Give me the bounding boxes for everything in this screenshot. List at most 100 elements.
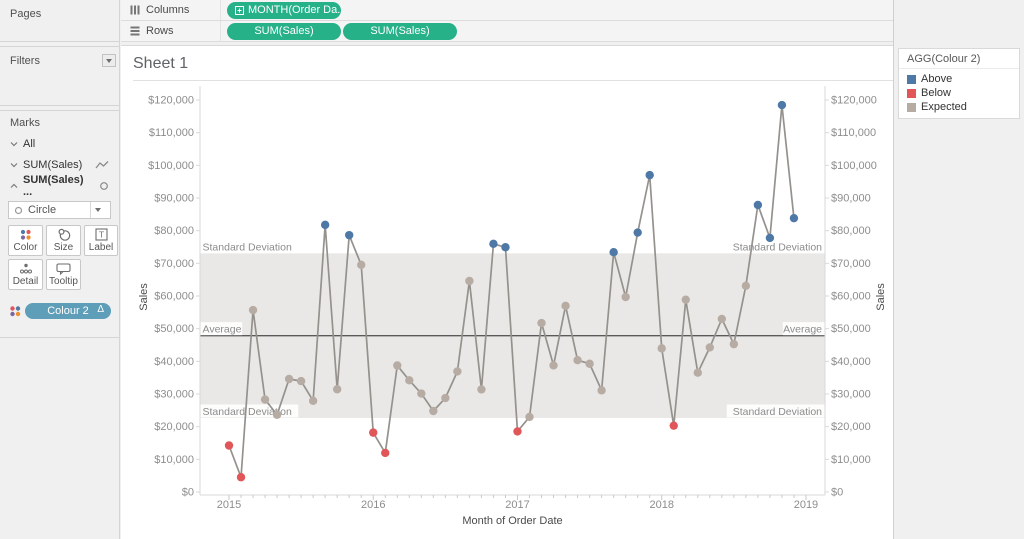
data-point[interactable] [320, 220, 330, 230]
data-point[interactable] [645, 170, 654, 180]
data-point[interactable] [357, 260, 366, 270]
data-point[interactable] [789, 213, 799, 223]
data-point[interactable] [272, 410, 282, 419]
label-button[interactable]: T Label [84, 225, 118, 256]
data-point[interactable] [753, 200, 763, 210]
data-point[interactable] [393, 361, 402, 370]
data-point[interactable] [777, 100, 787, 110]
data-point[interactable] [501, 243, 510, 252]
data-point[interactable] [429, 406, 438, 416]
pages-shelf[interactable]: Pages [0, 0, 119, 42]
data-point[interactable] [657, 344, 666, 353]
data-point[interactable] [525, 412, 534, 422]
expand-plus-icon[interactable] [235, 5, 244, 15]
data-point[interactable] [489, 239, 498, 249]
data-point[interactable] [369, 428, 378, 437]
data-point[interactable] [296, 376, 306, 386]
detail-button[interactable]: Detail [8, 259, 43, 290]
data-point[interactable] [597, 386, 606, 395]
data-point[interactable] [705, 343, 714, 352]
rows-shelf[interactable]: Rows SUM(Sales) SUM(Sales) [121, 21, 893, 42]
data-point[interactable] [513, 427, 522, 436]
data-point[interactable] [308, 396, 318, 406]
data-point[interactable] [693, 368, 702, 377]
rows-shelf-label: Rows [121, 21, 221, 41]
data-point[interactable] [609, 247, 618, 257]
data-point[interactable] [332, 385, 342, 394]
y-tick-right: $60,000 [831, 291, 871, 303]
x-tick-year: 2017 [505, 499, 529, 511]
data-point[interactable] [441, 393, 450, 403]
y-tick-right: $30,000 [831, 389, 871, 401]
y-tick-left: $90,000 [154, 193, 194, 205]
y-tick-right: $50,000 [831, 323, 871, 335]
y-tick-left: $30,000 [154, 389, 194, 401]
y-tick-left: $120,000 [148, 95, 194, 107]
x-axis-title: Month of Order Date [462, 515, 562, 527]
legend-item-above[interactable]: Above [899, 72, 1019, 86]
data-point[interactable] [381, 448, 390, 458]
data-point[interactable] [765, 233, 775, 243]
data-point[interactable] [345, 230, 354, 240]
tooltip-button[interactable]: Tooltip [46, 259, 81, 290]
mark-type-dropdown-button[interactable] [90, 202, 105, 218]
data-point[interactable] [248, 305, 258, 315]
pill-sum-sales-1[interactable]: SUM(Sales) [227, 22, 341, 40]
average-label-right: Average [783, 324, 822, 336]
data-point[interactable] [453, 367, 462, 376]
color-button[interactable]: Color [8, 225, 43, 256]
legend-item-below[interactable]: Below [899, 86, 1019, 100]
data-point[interactable] [260, 395, 270, 404]
data-point[interactable] [561, 301, 570, 311]
y-tick-left: $80,000 [154, 225, 194, 237]
y-axis-title-left: Sales [138, 283, 150, 311]
detail-icon [19, 263, 32, 273]
columns-shelf[interactable]: Columns MONTH(Order Da.. [121, 0, 893, 21]
data-point[interactable] [236, 473, 246, 482]
data-point[interactable] [633, 228, 642, 237]
filters-shelf[interactable]: Filters [0, 46, 119, 106]
marks-row-sum-sales-circle[interactable]: SUM(Sales) ... [0, 174, 119, 198]
data-point[interactable] [549, 361, 558, 370]
legend-item-expected[interactable]: Expected [899, 100, 1019, 114]
marks-row-all[interactable]: All [0, 133, 119, 154]
data-point[interactable] [405, 376, 414, 385]
data-point[interactable] [717, 314, 727, 324]
legend-item-label: Below [921, 87, 951, 99]
size-button[interactable]: Size [46, 225, 81, 256]
filters-label: Filters [10, 55, 40, 67]
data-point[interactable] [585, 359, 594, 368]
pill-month-order-date[interactable]: MONTH(Order Da.. [227, 1, 344, 19]
mark-type-dropdown[interactable]: Circle [8, 201, 111, 219]
data-point[interactable] [669, 421, 678, 430]
colour2-pill[interactable]: Colour 2 Δ [25, 303, 111, 319]
y-tick-left: $20,000 [154, 421, 194, 433]
data-point[interactable] [681, 295, 690, 304]
data-point[interactable] [465, 276, 474, 286]
data-point[interactable] [621, 292, 630, 302]
y-tick-right: $40,000 [831, 356, 871, 368]
below-swatch [907, 88, 916, 98]
legend-item-label: Above [921, 73, 953, 85]
pill-sum-sales-2[interactable]: SUM(Sales) [343, 22, 457, 40]
data-point[interactable] [573, 356, 582, 365]
y-tick-left: $50,000 [154, 323, 194, 335]
y-tick-left: $10,000 [154, 454, 194, 466]
chart-svg[interactable]: Standard Deviation Standard Deviation Stan… [121, 84, 893, 539]
x-tick-year: 2015 [217, 499, 241, 511]
marks-row-sum-sales-line[interactable]: SUM(Sales) [0, 154, 119, 175]
marks-row-label: SUM(Sales) [23, 158, 83, 171]
data-point[interactable] [224, 441, 234, 450]
left-panel: Pages Filters Marks All SUM(Sales) SUM(S… [0, 0, 120, 539]
filters-dropdown-button[interactable] [102, 54, 116, 67]
pill-label: MONTH(Order Da.. [248, 4, 344, 16]
data-point[interactable] [477, 385, 486, 394]
label-button-label: Label [88, 242, 114, 253]
data-point[interactable] [417, 389, 426, 398]
data-point[interactable] [537, 318, 546, 328]
marks-title: Marks [10, 117, 40, 129]
data-point[interactable] [729, 339, 739, 349]
data-point[interactable] [741, 281, 751, 291]
sheet-title-divider [133, 80, 893, 81]
data-point[interactable] [284, 374, 294, 384]
